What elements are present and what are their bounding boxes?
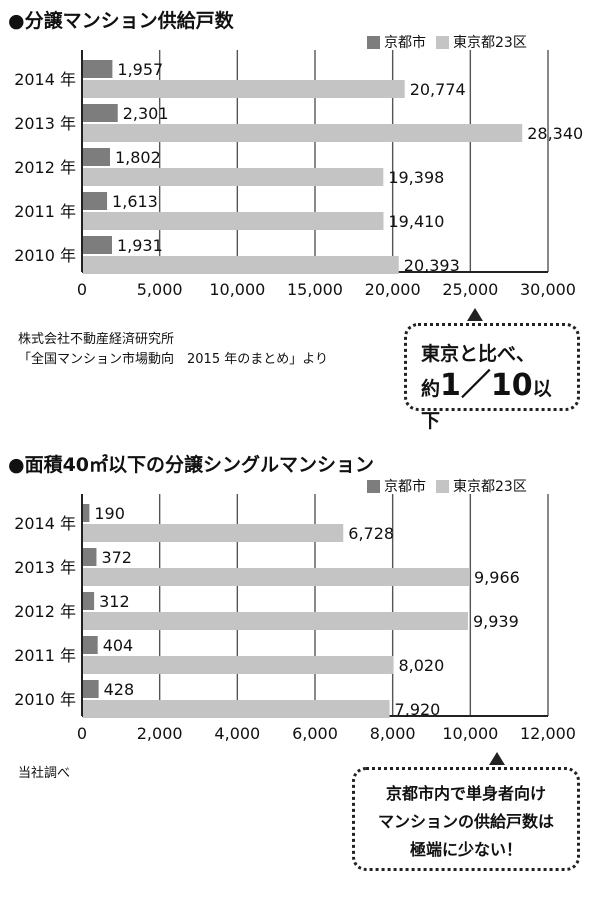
data-label-kyoto: 1,613 [112,192,158,211]
category-label: 2014 年 [14,70,76,89]
callout2-line-2: マンションの供給戸数は [377,812,554,831]
data-label-kyoto: 372 [101,548,132,567]
data-label-tokyo: 19,410 [389,212,445,231]
chart2-title: ●面積40㎡以下の分譲シングルマンション [8,454,375,476]
data-label-kyoto: 2,301 [123,104,169,123]
legend-label-tokyo: 東京都23区 [453,479,527,495]
bar-kyoto [83,236,112,254]
callout1: 東京と比べ、 約1／10以下 [404,323,580,432]
chart1-title: ●分譲マンション供給戸数 [8,10,234,32]
bar-tokyo [83,168,384,186]
x-tick-label: 20,000 [365,280,421,299]
x-tick-label: 30,000 [520,280,576,299]
x-tick-label: 0 [77,724,87,743]
x-tick-label: 12,000 [520,724,576,743]
x-tick-label: 25,000 [442,280,498,299]
x-tick-label: 10,000 [209,280,265,299]
bar-tokyo [83,656,394,674]
bar-kyoto [83,192,108,210]
bar-tokyo [83,700,390,718]
category-label: 2012 年 [14,602,76,621]
chart1-legend: 京都市 東京都23区 [367,32,527,52]
callout2: 京都市内で単身者向け マンションの供給戸数は 極端に少ない！ [352,767,580,871]
data-label-kyoto: 404 [103,636,134,655]
bar-kyoto [83,592,95,610]
data-label-tokyo: 19,398 [388,168,444,187]
bar-kyoto [83,148,110,166]
bar-kyoto [83,636,98,654]
data-label-tokyo: 8,020 [398,656,444,675]
bar-tokyo [83,256,399,274]
data-label-kyoto: 1,802 [115,148,161,167]
x-tick-label: 10,000 [442,724,498,743]
callout2-pointer [489,752,505,765]
data-label-tokyo: 6,728 [348,524,394,543]
bar-kyoto [83,548,97,566]
bar-tokyo [83,80,405,98]
category-label: 2014 年 [14,514,76,533]
data-label-kyoto: 312 [99,592,130,611]
bar-kyoto [83,504,90,522]
data-label-tokyo: 20,774 [410,80,466,99]
x-tick-label: 2,000 [137,724,183,743]
chart1-source: 株式会社不動産経済研究所 「全国マンション市場動向 2015 年のまとめ」より [18,330,328,370]
callout1-fraction: 1／10 [440,368,533,403]
data-label-tokyo: 9,966 [474,568,520,587]
x-tick-label: 6,000 [292,724,338,743]
x-tick-label: 0 [77,280,87,299]
data-label-tokyo: 28,340 [527,124,583,143]
category-label: 2011 年 [14,202,76,221]
bar-tokyo [83,524,344,542]
category-label: 2013 年 [14,114,76,133]
data-label-kyoto: 428 [104,680,135,699]
data-label-kyoto: 190 [94,504,125,523]
x-tick-label: 4,000 [214,724,260,743]
chart2-plot: 0 2,000 4,000 6,000 8,000 10,000 12,000 2014 年 1… [14,494,576,743]
data-label-kyoto: 1,957 [117,60,163,79]
x-tick-label: 8,000 [370,724,416,743]
callout2-line-1: 京都市内で単身者向け [385,784,546,803]
data-label-tokyo: 7,920 [395,700,441,719]
source-line-2: 「全国マンション市場動向 2015 年のまとめ」より [18,352,328,367]
x-tick-label: 15,000 [287,280,343,299]
legend-label-tokyo: 東京都23区 [453,35,527,51]
source-line-1: 株式会社不動産経済研究所 [18,332,175,347]
data-label-tokyo: 9,939 [473,612,519,631]
bar-kyoto [83,60,113,78]
bar-tokyo [83,124,523,142]
bar-tokyo [83,612,468,630]
data-label-tokyo: 20,393 [404,256,460,275]
legend-swatch-kyoto [367,35,380,49]
bar-tokyo [83,568,470,586]
legend-swatch-tokyo [436,35,449,49]
legend-label-kyoto: 京都市 [384,35,426,51]
category-label: 2010 年 [14,690,76,709]
callout1-pointer [467,308,483,321]
category-label: 2011 年 [14,646,76,665]
callout1-line-1: 東京と比べ、 [421,343,536,365]
bar-kyoto [83,680,99,698]
callout1-prefix: 約 [421,378,441,400]
bar-kyoto [83,104,118,122]
legend-swatch-tokyo [436,479,449,493]
chart2-legend: 京都市 東京都23区 [367,476,527,496]
category-label: 2013 年 [14,558,76,577]
legend-swatch-kyoto [367,479,380,493]
chart2-source: 当社調べ [18,766,71,781]
chart1-plot: 0 5,000 10,000 15,000 20,000 25,000 30,000 2014… [14,50,583,299]
bar-tokyo [83,212,384,230]
callout2-line-3: 極端に少ない！ [409,840,522,859]
legend-label-kyoto: 京都市 [384,479,426,495]
category-label: 2012 年 [14,158,76,177]
category-label: 2010 年 [14,246,76,265]
callout1-line-2: 約1／10以下 [421,370,563,437]
x-tick-label: 5,000 [137,280,183,299]
callout1-suffix: 以下 [421,378,552,432]
data-label-kyoto: 1,931 [117,236,163,255]
